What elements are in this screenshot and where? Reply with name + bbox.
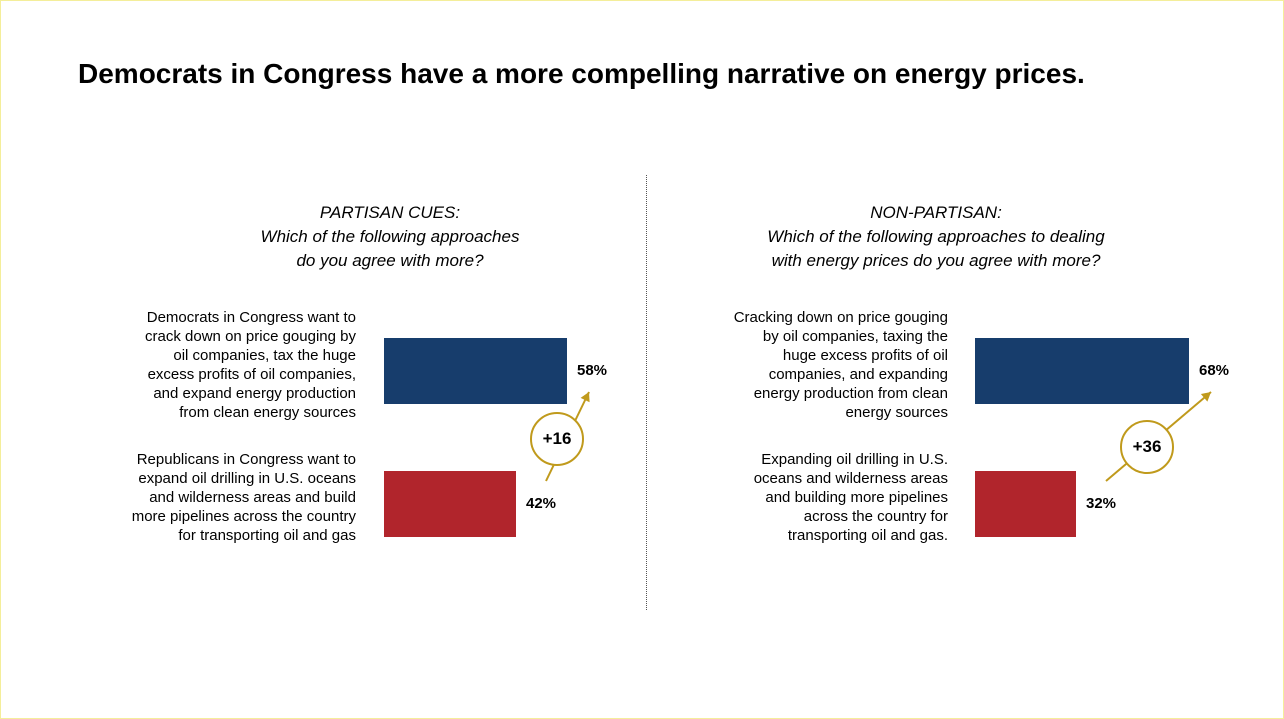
- category-label: Cracking down on price gouging by oil com…: [628, 308, 948, 422]
- category-label-line: more pipelines across the country: [131, 508, 356, 525]
- category-label-line: companies, and expanding: [768, 366, 948, 383]
- category-label-line: oceans and wilderness areas: [753, 470, 948, 487]
- category-label-line: oil companies, tax the huge: [173, 347, 356, 364]
- difference-badge: +16: [530, 412, 584, 466]
- category-label-line: and building more pipelines: [765, 489, 948, 506]
- category-label-line: energy production from clean: [753, 385, 948, 402]
- category-label-line: crack down on price gouging by: [145, 328, 356, 345]
- category-label-line: excess profits of oil companies,: [147, 366, 356, 383]
- bar-rep: [975, 471, 1076, 537]
- value-label: 68%: [1199, 362, 1230, 379]
- bar-dem: [975, 338, 1189, 404]
- category-label-line: Cracking down on price gouging: [733, 309, 948, 326]
- category-label-line: and expand energy production: [153, 385, 356, 402]
- bar-dem: [384, 338, 567, 404]
- category-label-line: for transporting oil and gas: [178, 527, 356, 544]
- panel-question-line: do you agree with more?: [296, 251, 484, 270]
- value-label: 58%: [577, 362, 608, 379]
- category-label-line: by oil companies, taxing the: [762, 328, 948, 345]
- value-label: 32%: [1086, 495, 1117, 512]
- category-label-line: across the country for: [803, 508, 948, 525]
- category-label-line: energy sources: [845, 404, 948, 421]
- slide-title: Democrats in Congress have a more compel…: [78, 58, 1085, 89]
- category-label-line: Expanding oil drilling in U.S.: [761, 451, 948, 468]
- bar-rep: [384, 471, 516, 537]
- category-label-line: Democrats in Congress want to: [146, 309, 356, 326]
- panel-question-line: with energy prices do you agree with mor…: [771, 251, 1101, 270]
- difference-badge: +36: [1120, 420, 1174, 474]
- difference-arrow: [1105, 391, 1212, 482]
- category-label: Expanding oil drilling in U.S. oceans and…: [628, 450, 948, 545]
- difference-arrow-head: [1200, 392, 1211, 402]
- category-label-line: expand oil drilling in U.S. oceans: [138, 470, 356, 487]
- category-label-line: Republicans in Congress want to: [136, 451, 356, 468]
- category-label-line: huge excess profits of oil: [782, 347, 948, 364]
- panel-question: NON-PARTISAN: Which of the following appr…: [686, 201, 1186, 273]
- value-label: 42%: [526, 495, 557, 512]
- category-label-line: and wilderness areas and build: [149, 489, 356, 506]
- category-label: Democrats in Congress want to crack down …: [36, 308, 356, 422]
- category-label-line: transporting oil and gas.: [787, 527, 948, 544]
- panel-question-line: PARTISAN CUES:: [319, 203, 461, 222]
- panel-question-line: NON-PARTISAN:: [870, 203, 1002, 222]
- panel-question-line: Which of the following approaches to dea…: [767, 227, 1105, 246]
- panel-divider: [646, 175, 647, 610]
- panel-question: PARTISAN CUES: Which of the following app…: [140, 201, 640, 273]
- category-label: Republicans in Congress want to expand oi…: [36, 450, 356, 545]
- category-label-line: from clean energy sources: [179, 404, 356, 421]
- panel-question-line: Which of the following approaches: [260, 227, 520, 246]
- difference-arrow-head: [580, 392, 590, 403]
